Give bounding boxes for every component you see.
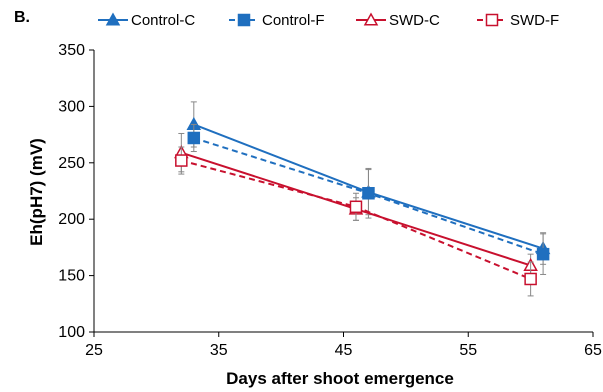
axes: 100 150 200 250 300 350 25 35 45 55 65 — [58, 42, 602, 359]
x-tick-label: 65 — [584, 342, 602, 359]
x-axis-title: Days after shoot emergence — [226, 369, 454, 388]
x-tick-label: 35 — [210, 342, 228, 359]
legend-item-swd-c: SWD-C — [356, 12, 440, 29]
x-tick-label: 25 — [85, 342, 103, 359]
legend-label: Control-C — [131, 12, 195, 29]
panel-label: B. — [14, 9, 30, 26]
legend-marker — [237, 13, 251, 27]
y-tick-label: 250 — [58, 155, 85, 172]
x-tick-label: 55 — [459, 342, 477, 359]
data-point — [362, 187, 375, 200]
x-tick-label: 45 — [335, 342, 353, 359]
y-tick-label: 350 — [58, 42, 85, 59]
y-tick-label: 150 — [58, 268, 85, 285]
legend-label: SWD-C — [389, 12, 440, 29]
series-layer — [174, 101, 551, 297]
y-tick-label: 100 — [58, 324, 85, 341]
legend-marker — [105, 12, 121, 26]
data-point — [524, 272, 537, 286]
legend-label: Control-F — [262, 12, 325, 29]
data-point — [175, 154, 188, 167]
legend-marker — [363, 12, 379, 26]
legend-marker — [485, 13, 499, 27]
series-control-f — [187, 123, 550, 275]
legend-item-control-c: Control-C — [98, 12, 195, 29]
y-axis-title: Eh(pH7) (mV) — [27, 138, 46, 246]
data-point — [187, 131, 201, 145]
legend-label: SWD-F — [510, 12, 559, 29]
data-point — [349, 200, 363, 214]
legend-item-swd-f: SWD-F — [477, 12, 559, 29]
series-swd-f — [175, 146, 537, 297]
data-point — [536, 247, 550, 261]
y-tick-label: 300 — [58, 98, 85, 115]
y-tick-label: 200 — [58, 211, 85, 228]
legend-item-control-f: Control-F — [229, 12, 325, 29]
legend: Control-C Control-F SWD-C SWD-F — [98, 12, 559, 29]
